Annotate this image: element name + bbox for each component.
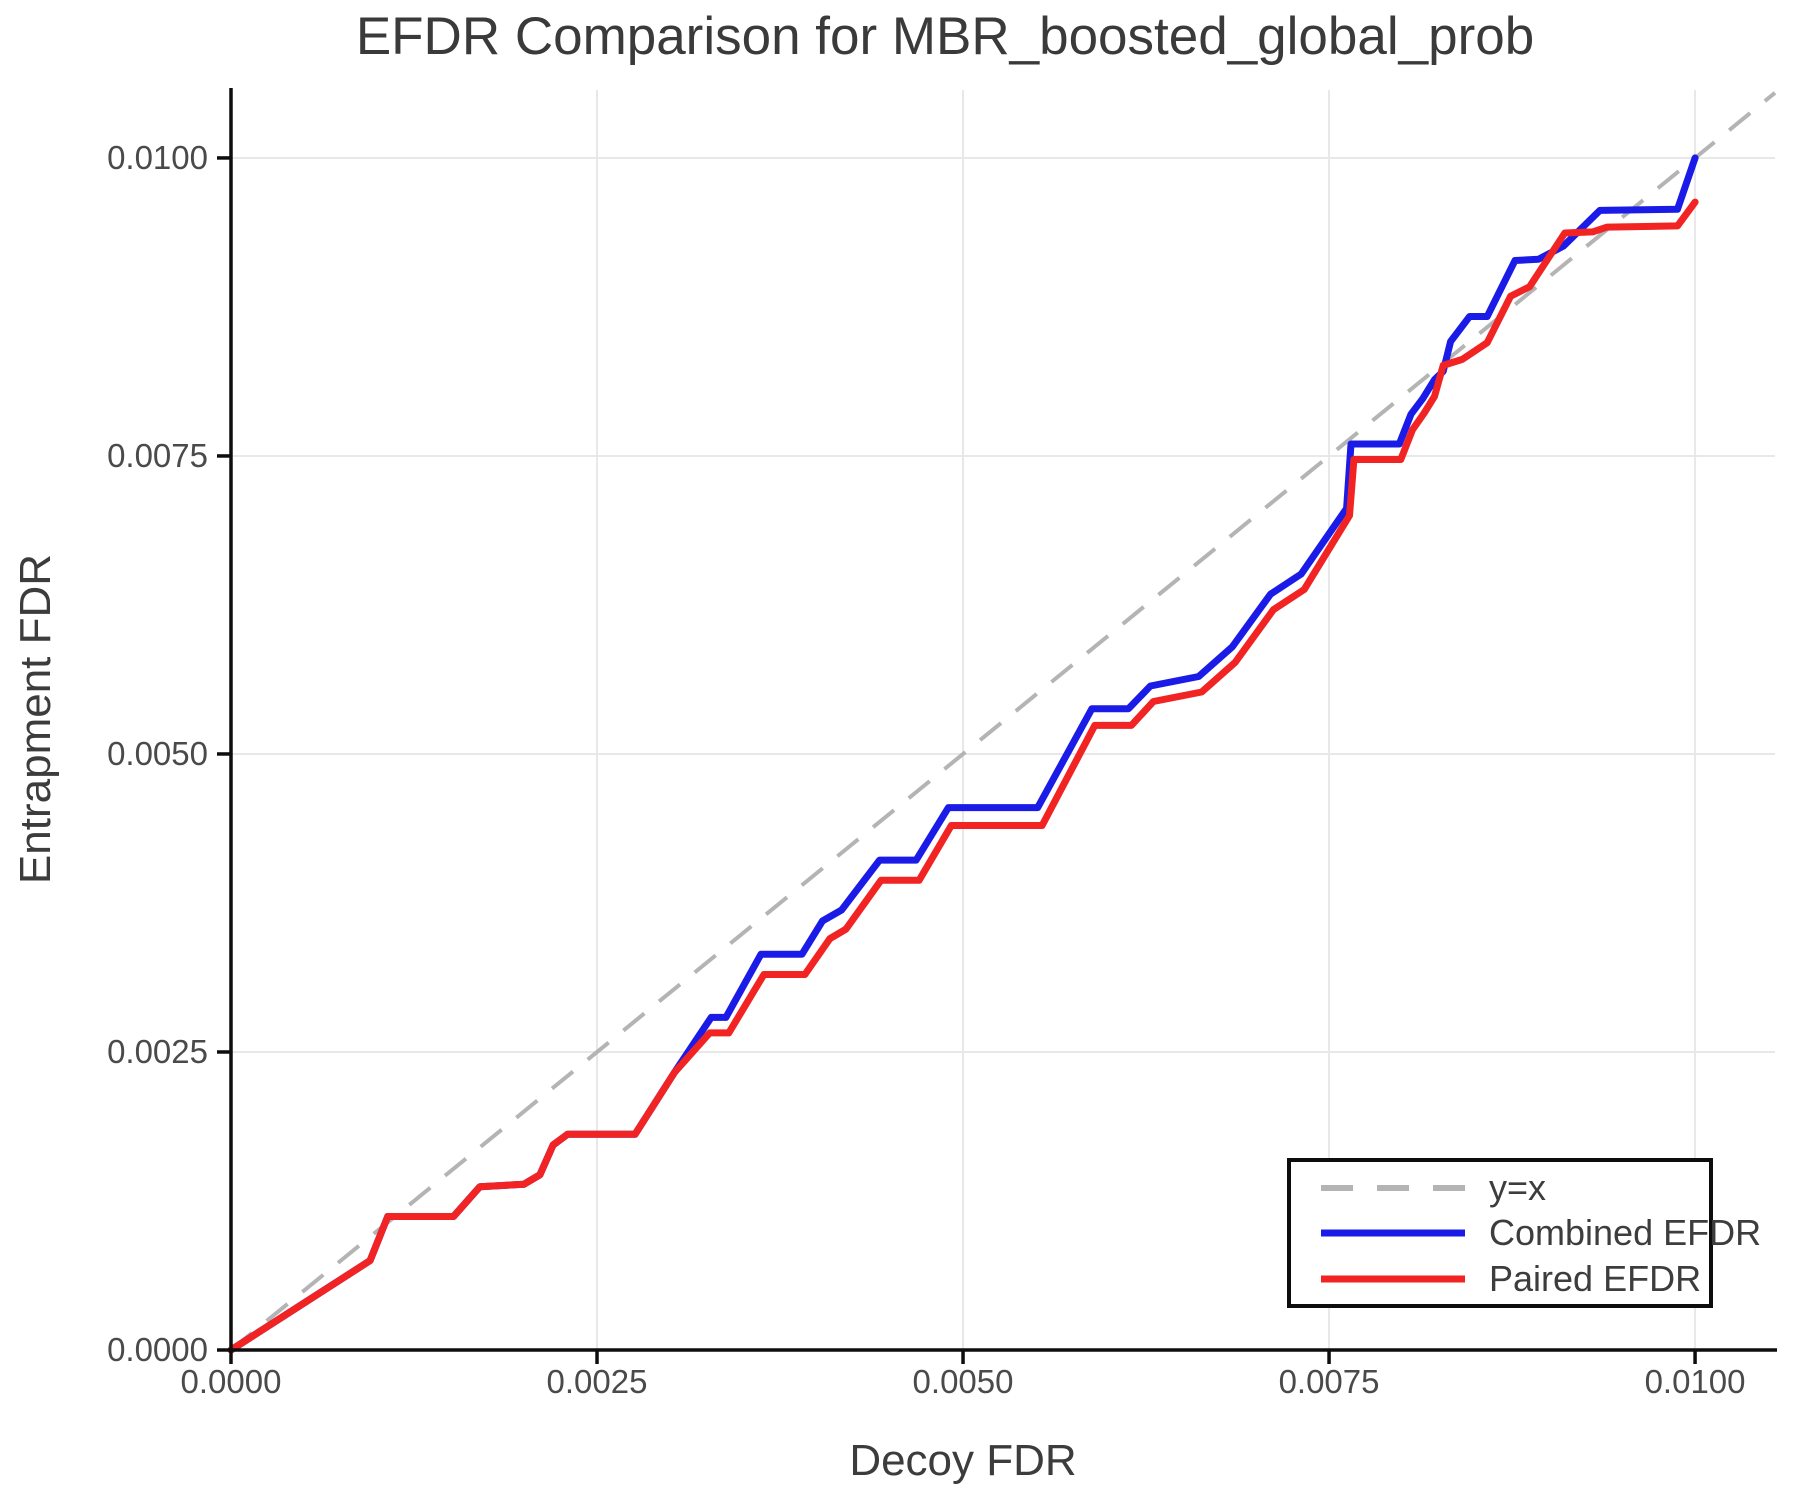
x-tick-label: 0.0025 xyxy=(546,1363,648,1400)
legend-label-yx: y=x xyxy=(1489,1166,1547,1208)
y-tick-label: 0.0000 xyxy=(107,1331,208,1368)
y-equals-x-line xyxy=(229,91,1777,1352)
x-axis-title: Decoy FDR xyxy=(849,1436,1077,1485)
y-tick-label: 0.0100 xyxy=(107,138,208,176)
legend-row-reference: y=x xyxy=(1319,1168,1709,1208)
x-tick-label: 0.0100 xyxy=(1644,1363,1746,1400)
gridlines xyxy=(231,90,1775,1350)
axes-spines-and-ticks xyxy=(217,88,1777,1364)
x-tick-label: 0.0000 xyxy=(180,1363,282,1400)
paired-efdr-line xyxy=(227,198,1699,1354)
legend-label-combined-efdr: Combined EFDR xyxy=(1489,1212,1762,1253)
legend-label-paired-efdr: Paired EFDR xyxy=(1489,1257,1702,1299)
legend-row-combined: Combined EFDR xyxy=(1319,1213,1761,1253)
dashed-line-sample-icon xyxy=(1321,1184,1465,1191)
blue-line-sample-icon xyxy=(1321,1229,1465,1237)
x-tick-label: 0.0075 xyxy=(1278,1363,1380,1400)
chart-title: EFDR Comparison for MBR_boosted_global_p… xyxy=(355,7,1535,66)
y-tick-label: 0.0025 xyxy=(107,1032,208,1070)
y-tick-label: 0.0075 xyxy=(107,436,208,474)
y-tick-label: 0.0050 xyxy=(107,734,208,772)
legend-row-paired: Paired EFDR xyxy=(1319,1259,1709,1299)
series-lines xyxy=(227,154,1699,1354)
x-tick-label: 0.0050 xyxy=(912,1363,1014,1400)
y-axis-title: Entrapment FDR xyxy=(11,553,60,885)
red-line-sample-icon xyxy=(1321,1275,1465,1282)
legend: y=x Combined EFDR Paired EFDR xyxy=(1287,1158,1761,1308)
